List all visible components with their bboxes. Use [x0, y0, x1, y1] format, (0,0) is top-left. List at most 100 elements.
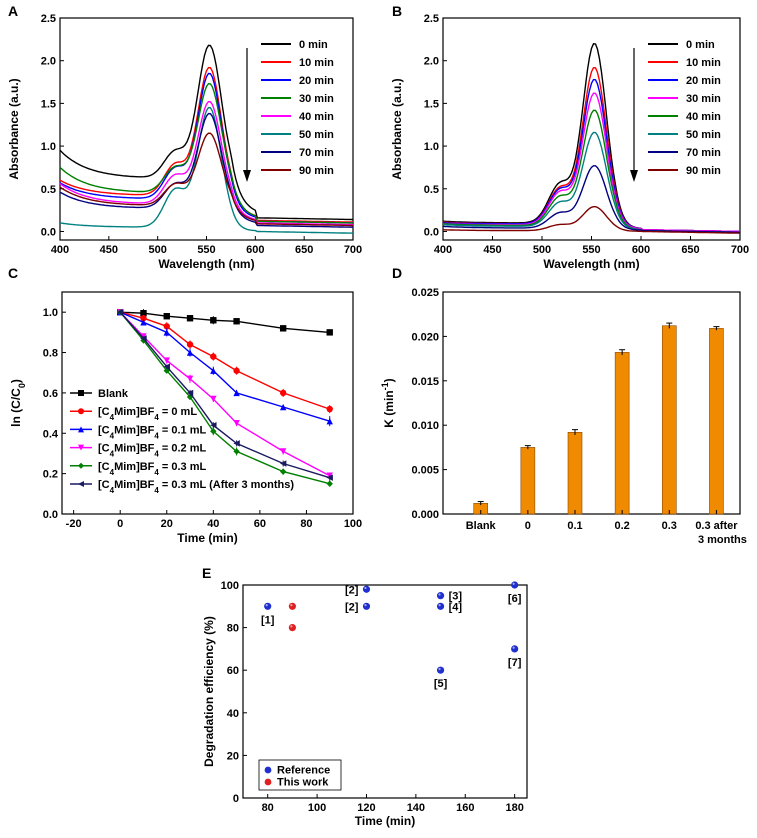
series-line — [120, 311, 330, 410]
y-axis-title-main: K (min — [382, 390, 396, 427]
x-tick-label: 20 — [161, 518, 173, 530]
legend-label: 30 min — [299, 93, 334, 105]
data-point — [233, 318, 240, 325]
data-point — [326, 480, 333, 487]
x-tick-label: 80 — [262, 802, 274, 814]
data-point — [163, 357, 170, 364]
y-tick-label: 1.5 — [424, 98, 439, 110]
legend-label-sub: 4 — [154, 467, 159, 476]
data-point — [210, 317, 217, 324]
x-tick-label: 80 — [300, 518, 312, 530]
x-tick-label: 550 — [197, 244, 215, 256]
series-line-90-min — [443, 206, 741, 234]
x-tick-label: 650 — [295, 244, 313, 256]
legend-label: 0 min — [686, 39, 715, 51]
x-tick-label: 450 — [100, 244, 118, 256]
legend-label: 70 min — [299, 147, 334, 159]
data-point — [233, 440, 240, 447]
legend-label: [C4Mim]BF4 = 0.1 mL — [98, 424, 207, 440]
point-highlight — [290, 604, 293, 607]
series-line-70-min — [59, 112, 353, 228]
data-point — [233, 448, 240, 455]
data-point — [233, 389, 240, 397]
x-tick-label: 700 — [344, 244, 362, 256]
x-tick-label: 100 — [344, 518, 362, 530]
series-line — [119, 311, 330, 422]
data-point — [233, 367, 240, 374]
data-point — [117, 308, 124, 316]
legend-label-part: Mim]BF — [114, 443, 155, 455]
y-axis-title: K (min-1) — [380, 378, 396, 427]
point-highlight — [438, 593, 441, 596]
data-point — [78, 481, 84, 487]
data-point — [186, 315, 194, 322]
y-tick-label: 0.0 — [43, 509, 58, 521]
legend-label-part: Mim]BF — [114, 479, 155, 491]
legend-label: 50 min — [299, 129, 334, 141]
trend-arrow-head — [243, 170, 251, 182]
data-point — [279, 460, 287, 467]
point-highlight — [512, 646, 515, 649]
x-tick-label: 600 — [632, 244, 650, 256]
series-line — [119, 311, 331, 477]
x-axis-title: Time (min) — [177, 531, 237, 545]
y-axis-title: Absorbance (a.u.) — [7, 78, 21, 179]
legend-label-sub: 4 — [154, 431, 159, 440]
legend-label-sub: 4 — [110, 449, 115, 458]
y-tick-label: 0.6 — [43, 388, 58, 400]
legend-label-part: = 0.1 mL — [159, 424, 207, 436]
legend-label: 90 min — [686, 165, 721, 177]
y-tick-label: 0.8 — [43, 348, 58, 360]
trend-arrow-head — [630, 170, 638, 182]
bar — [661, 325, 677, 515]
y-tick-label: 40 — [227, 708, 239, 720]
panel-label: D — [392, 265, 402, 281]
data-point — [326, 417, 333, 425]
legend-label: 0 min — [299, 39, 328, 51]
point-annotation: [2] — [345, 601, 359, 613]
y-tick-label: 0.000 — [411, 509, 439, 521]
legend-label-part: = 0 mL — [159, 406, 197, 418]
panel-b: B 400 450 500 550 600 650 700 0.0 0.5 1.0 1.5 2.0 2.5… — [390, 3, 749, 271]
y-tick-label: 60 — [227, 665, 239, 677]
legend-label-part: = 0.3 mL (After 3 months) — [159, 479, 295, 491]
y-tick-label: 2.0 — [424, 56, 439, 68]
bar — [520, 447, 536, 515]
y-tick-label: 100 — [221, 580, 239, 592]
y-tick-label: 2.0 — [41, 56, 56, 68]
data-point — [210, 353, 217, 360]
point-highlight — [364, 604, 367, 607]
point-highlight — [512, 582, 515, 585]
data-point — [163, 323, 170, 330]
x-tick-label-line: 3 months — [698, 534, 747, 546]
x-tick-label: 180 — [505, 802, 523, 814]
axes-frame — [242, 584, 528, 799]
point-annotation: [2] — [345, 584, 359, 596]
y-axis-title-end: ) — [9, 379, 23, 383]
y-tick-label: 2.5 — [41, 13, 56, 25]
data-point — [140, 309, 147, 317]
x-tick-label: 0.2 — [614, 520, 629, 532]
point-annotation: [1] — [261, 614, 275, 626]
x-tick-label: 450 — [483, 244, 501, 256]
y-tick-label: 0.015 — [411, 376, 439, 388]
point-highlight — [364, 586, 367, 590]
data-point — [186, 389, 194, 397]
panel-label: E — [202, 565, 211, 581]
panel-label: A — [8, 3, 18, 19]
data-point — [186, 341, 194, 348]
legend-label: 90 min — [299, 165, 334, 177]
x-tick-label: 400 — [51, 244, 69, 256]
legend-label: 20 min — [686, 75, 721, 87]
y-tick-label: 2.5 — [424, 13, 439, 25]
legend-label-part: [C — [98, 443, 110, 455]
legend-label: [C4Mim]BF4 = 0.3 mL (After 3 months) — [98, 479, 294, 495]
data-point — [326, 474, 333, 481]
data-point — [78, 408, 84, 415]
legend-label-sub: 4 — [110, 413, 115, 422]
data-point — [163, 313, 170, 320]
legend-label-part: Mim]BF — [114, 424, 155, 436]
series-line-50-min — [59, 106, 354, 234]
legend-label-sub: 4 — [110, 486, 115, 495]
x-axis-title: Wavelength (nm) — [158, 257, 254, 271]
